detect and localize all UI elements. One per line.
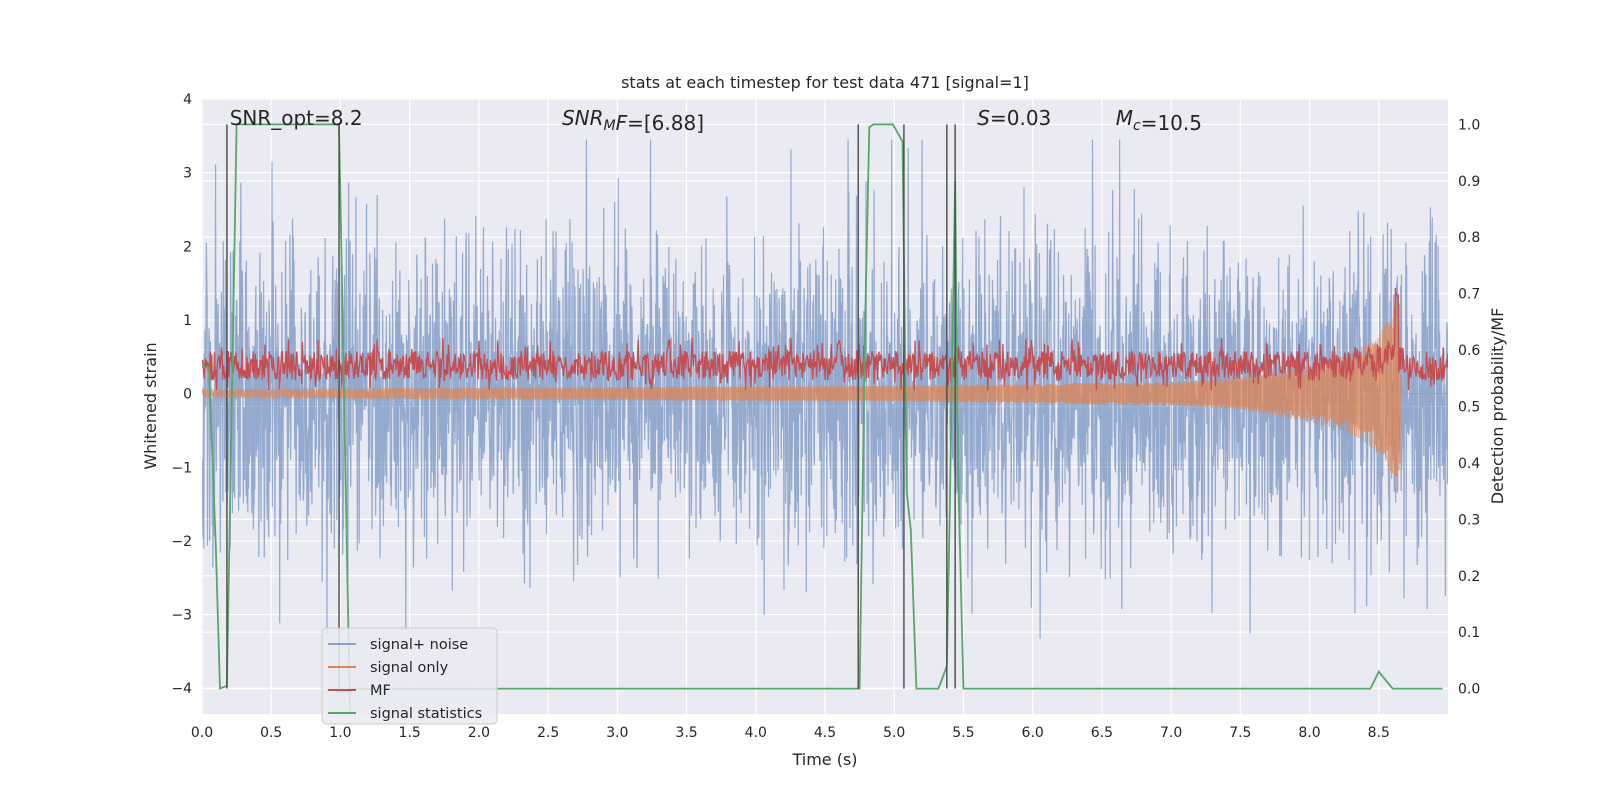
x-tick-label: 7.5 bbox=[1229, 725, 1251, 741]
y-tick-label: −4 bbox=[171, 681, 192, 697]
x-tick-label: 3.0 bbox=[606, 725, 628, 741]
y-right-tick-label: 0.0 bbox=[1458, 682, 1480, 698]
y-tick-label: −2 bbox=[171, 534, 192, 550]
series-signal-only bbox=[202, 293, 1448, 491]
y-right-tick-label: 0.8 bbox=[1458, 230, 1480, 246]
x-tick-label: 2.0 bbox=[468, 725, 490, 741]
y-tick-label: −1 bbox=[171, 460, 192, 476]
x-tick-label: 5.5 bbox=[952, 725, 974, 741]
y-right-tick-label: 0.6 bbox=[1458, 343, 1480, 359]
x-tick-label: 6.0 bbox=[1022, 725, 1044, 741]
annotations: SNR_opt=8.2 SNRMF=[6.88] S=0.03 Mc=10.5 bbox=[230, 106, 1202, 135]
y-right-tick-label: 0.2 bbox=[1458, 569, 1480, 585]
x-tick-label: 5.0 bbox=[883, 725, 905, 741]
x-tick-label: 1.5 bbox=[399, 725, 421, 741]
annotation-text: SNR_opt=8.2 bbox=[230, 106, 363, 130]
x-tick-label: 8.5 bbox=[1368, 725, 1390, 741]
y-right-tick-label: 0.1 bbox=[1458, 625, 1480, 641]
legend-box bbox=[321, 627, 498, 725]
annotation-text: SNRMF=[6.88] bbox=[562, 106, 704, 135]
y-right-tick-label: 0.4 bbox=[1458, 456, 1480, 472]
x-axis-label: Time (s) bbox=[791, 750, 857, 769]
y-tick-label: 0 bbox=[183, 387, 192, 403]
y-right-axis-ticks: 0.0 0.1 0.2 0.3 0.4 0.5 0.6 0.7 0.8 0.9 1.0 bbox=[1458, 117, 1480, 697]
y-tick-label: −3 bbox=[171, 608, 192, 624]
y-tick-label: 2 bbox=[183, 239, 192, 255]
annotation-text: Mc=10.5 bbox=[1116, 106, 1202, 135]
y-right-tick-label: 1.0 bbox=[1458, 117, 1480, 133]
y-right-tick-label: 0.3 bbox=[1458, 512, 1480, 528]
x-tick-label: 3.5 bbox=[675, 725, 697, 741]
y-axis-ticks: −4 −3 −2 −1 0 1 2 3 4 bbox=[171, 92, 192, 697]
y-right-tick-label: 0.7 bbox=[1458, 287, 1480, 303]
x-tick-label: 4.0 bbox=[745, 725, 767, 741]
legend-label: MF bbox=[370, 683, 391, 699]
series-signal-noise bbox=[202, 139, 1448, 639]
y-right-tick-label: 0.5 bbox=[1458, 400, 1480, 416]
x-tick-label: 4.5 bbox=[814, 725, 836, 741]
legend-label: signal+ noise bbox=[370, 637, 468, 653]
y-axis-label: Whitened strain bbox=[141, 342, 160, 469]
y-tick-label: 4 bbox=[183, 92, 192, 108]
x-tick-label: 8.0 bbox=[1298, 725, 1320, 741]
y-tick-label: 1 bbox=[183, 313, 192, 329]
x-tick-label: 6.5 bbox=[1091, 725, 1113, 741]
x-tick-label: 0.0 bbox=[191, 725, 213, 741]
chart-title: stats at each timestep for test data 471… bbox=[621, 73, 1029, 92]
y-tick-label: 3 bbox=[183, 166, 192, 182]
annotation-text: S=0.03 bbox=[977, 106, 1051, 130]
x-tick-label: 1.0 bbox=[329, 725, 351, 741]
y-right-tick-label: 0.9 bbox=[1458, 174, 1480, 190]
series-signal-statistics bbox=[347, 123, 1443, 690]
vertical-markers bbox=[226, 124, 956, 689]
x-tick-label: 0.5 bbox=[260, 725, 282, 741]
x-tick-label: 2.5 bbox=[537, 725, 559, 741]
y-right-axis-label: Detection probability/MF bbox=[1488, 308, 1507, 505]
legend-label: signal only bbox=[370, 660, 449, 676]
legend-label: signal statistics bbox=[370, 706, 482, 722]
legend: signal+ noise signal only MF signal statist… bbox=[321, 627, 498, 725]
series-mf bbox=[202, 287, 1448, 391]
x-axis-ticks: 0.0 0.5 1.0 1.5 2.0 2.5 3.0 3.5 4.0 4.5 5.0 5.5 6.0 6… bbox=[191, 725, 1390, 741]
x-tick-label: 7.0 bbox=[1160, 725, 1182, 741]
